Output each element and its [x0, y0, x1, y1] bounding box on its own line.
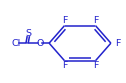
- Text: O: O: [36, 39, 43, 48]
- Text: F: F: [62, 61, 67, 70]
- Text: F: F: [93, 61, 98, 70]
- Text: F: F: [62, 17, 67, 25]
- Text: Cl: Cl: [11, 39, 20, 48]
- Text: S: S: [25, 29, 31, 38]
- Text: F: F: [93, 17, 98, 25]
- Text: F: F: [115, 39, 120, 48]
